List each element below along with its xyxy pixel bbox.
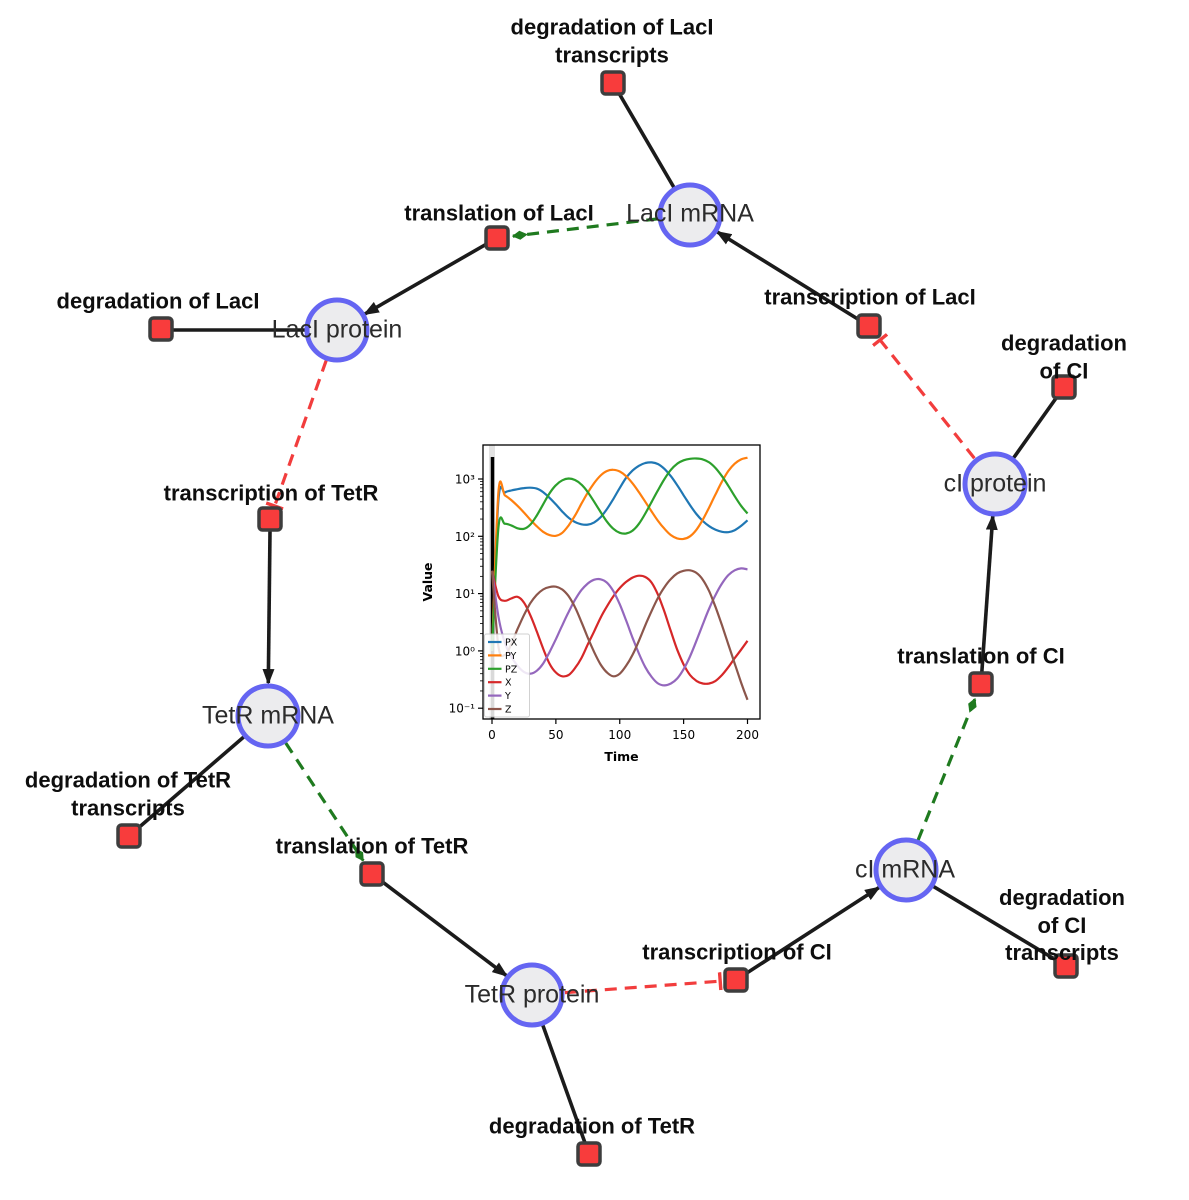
edge-cI-protein-inhibits-transcription-lacI (871, 333, 976, 460)
svg-text:200: 200 (736, 728, 759, 742)
legend-entry-X: X (505, 678, 512, 689)
reaction-node-transcription-cI[interactable] (723, 967, 749, 993)
reaction-label-transcription-lacI: transcription of LacI (764, 284, 976, 310)
reaction-label-translation-tetR: translation of TetR (275, 833, 469, 859)
species-label-tetR-mRNA: TetR mRNA (202, 701, 334, 730)
species-node-tetR-mRNA[interactable] (235, 683, 301, 749)
legend-entry-PX: PX (505, 638, 518, 649)
reaction-node-transcription-tetR[interactable] (257, 506, 283, 532)
svg-text:0: 0 (488, 728, 496, 742)
species-node-lacI-mRNA[interactable] (657, 182, 723, 248)
species-node-cI-protein[interactable] (962, 451, 1028, 517)
reaction-label-degradation-lacI: degradation of LacI (56, 288, 260, 314)
legend-entry-Z: Z (505, 705, 512, 716)
nodes-layer (116, 70, 1079, 1167)
edge-translation-tetR-to-tetR-protein (370, 872, 509, 978)
edge-transcription-cI-to-cI-mRNA (735, 885, 881, 982)
series-PY-line (490, 456, 748, 651)
reaction-label-degradation-tetR: degradation of TetR (488, 1113, 696, 1139)
svg-text:10⁻¹: 10⁻¹ (449, 702, 476, 716)
reaction-node-degradation-tetR[interactable] (576, 1141, 602, 1167)
edge-transcription-lacI-to-lacI-mRNA (715, 230, 870, 328)
reaction-node-degradation-cI[interactable] (1051, 374, 1077, 400)
svg-text:50: 50 (548, 728, 563, 742)
species-node-tetR-protein[interactable] (499, 962, 565, 1028)
reaction-node-translation-cI[interactable] (968, 671, 994, 697)
series-PX-line (490, 461, 749, 651)
species-node-lacI-protein[interactable] (304, 297, 370, 363)
svg-text:100: 100 (608, 728, 631, 742)
legend-entry-PZ: PZ (505, 664, 518, 675)
species-label-lacI-protein: LacI protein (271, 315, 403, 344)
svg-text:10²: 10² (455, 530, 475, 544)
legend-entry-PY: PY (505, 651, 517, 662)
species-label-cI-mRNA: cI mRNA (855, 855, 955, 884)
species-label-lacI-mRNA: LacI mRNA (626, 199, 754, 228)
edge-lacI-mRNA-modifies-translation (511, 217, 659, 240)
reaction-node-degradation-tetR-transcripts[interactable] (116, 823, 142, 849)
legend-entry-Y: Y (504, 691, 511, 702)
series-X-line (490, 570, 749, 685)
reaction-label-degradation-lacI-transcripts: degradation of LacI transcripts (510, 14, 714, 68)
edge-tetR-mRNA-modifies-translation (284, 741, 365, 862)
edge-lacI-protein-inhibits-transcription-tetR (265, 359, 328, 511)
svg-text:10³: 10³ (455, 473, 475, 487)
reaction-node-degradation-lacI[interactable] (148, 316, 174, 342)
reaction-node-degradation-lacI-transcripts[interactable] (600, 70, 626, 96)
reaction-label-transcription-tetR: transcription of TetR (163, 480, 379, 506)
reaction-label-degradation-cI-transcripts: degradation of CI transcripts (999, 884, 1125, 965)
reaction-label-degradation-cI: degradation of CI (1001, 330, 1127, 384)
reaction-node-transcription-lacI[interactable] (856, 313, 882, 339)
reaction-label-translation-cI: translation of CI (897, 643, 1065, 669)
series-Z-line (490, 569, 749, 701)
edge-cI-mRNA-modifies-translation (916, 697, 977, 841)
series-Y-line (490, 567, 748, 687)
series-PZ-line (490, 457, 749, 651)
edge-transcription-tetR-to-tetR-mRNA (262, 530, 275, 685)
reaction-node-degradation-cI-transcripts[interactable] (1053, 953, 1079, 979)
species-label-cI-protein: cI protein (943, 469, 1047, 498)
inset-timeseries-plot: 0 50 100 150 200 10³ 10² 10¹ 10⁰ 10⁻¹ Time Value PX P… (418, 426, 780, 774)
reaction-node-translation-lacI[interactable] (484, 225, 510, 251)
edge-translation-lacI-to-lacI-protein (362, 236, 498, 316)
edge-tetR-protein-inhibits-transcription-cI (564, 972, 723, 995)
y-axis-title: Value (420, 562, 435, 601)
reaction-label-transcription-cI: transcription of CI (642, 939, 832, 965)
svg-text:10⁰: 10⁰ (455, 644, 475, 658)
svg-text:10¹: 10¹ (455, 587, 475, 601)
reaction-node-translation-tetR[interactable] (359, 861, 385, 887)
species-node-cI-mRNA[interactable] (873, 837, 939, 903)
svg-text:150: 150 (672, 728, 695, 742)
species-label-tetR-protein: TetR protein (464, 980, 600, 1009)
reaction-label-degradation-tetR-transcripts: degradation of TetR transcripts (24, 767, 232, 821)
reaction-label-translation-lacI: translation of LacI (404, 200, 594, 226)
x-axis-title: Time (604, 749, 638, 764)
edge-translation-cI-to-cI-protein (979, 513, 998, 685)
